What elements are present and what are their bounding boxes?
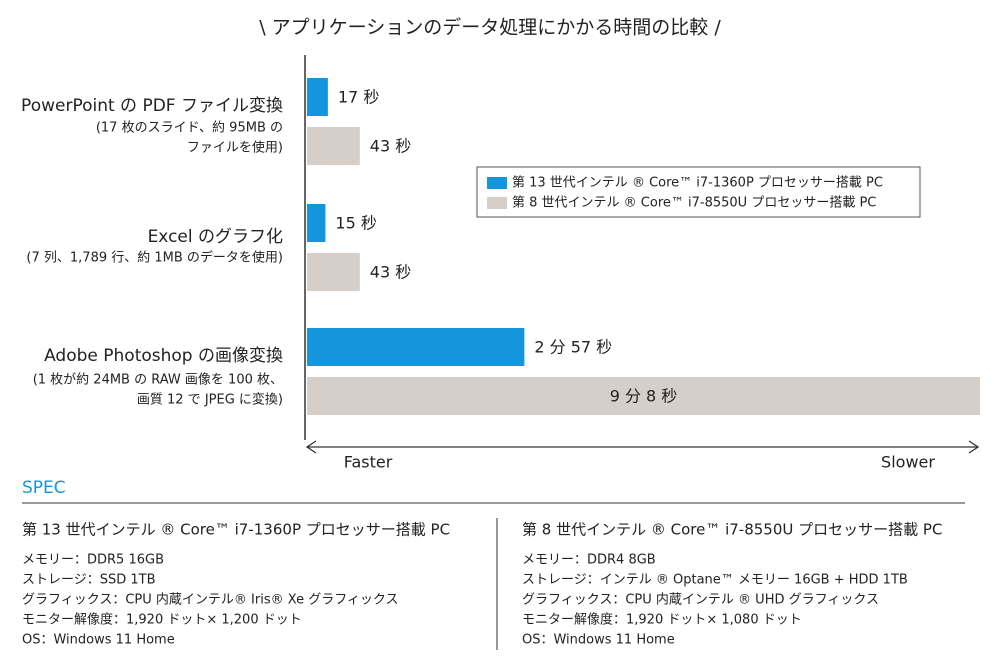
value-label: 43 秒 [370, 263, 411, 282]
arrow-head [968, 440, 980, 454]
category-note: 画質 12 で JPEG に変換) [137, 392, 283, 408]
chart-title: \ アプリケーションのデータ処理にかかる時間の比較 / [259, 17, 721, 39]
value-label: 2 分 57 秒 [534, 338, 612, 357]
value-label: 43 秒 [370, 137, 411, 156]
spec-heading: 第 8 世代インテル ® Core™ i7-8550U プロセッサー搭載 PC [522, 521, 942, 539]
value-label: 15 秒 [335, 214, 376, 233]
category-label: Excel のグラフ化 [148, 227, 283, 247]
spec-line: グラフィックス：CPU 内蔵インテル® Iris® Xe グラフィックス [22, 592, 399, 608]
category-note: (1 枚が約 24MB の RAW 画像を 100 枚、 [33, 373, 283, 388]
spec-line: OS：Windows 11 Home [22, 633, 175, 648]
bar [307, 253, 360, 291]
legend-label: 第 13 世代インテル ® Core™ i7-1360P プロセッサー搭載 PC [512, 175, 883, 191]
spec-line: モニター解像度：1,920 ドット× 1,200 ドット [22, 612, 302, 628]
legend-swatch [487, 177, 507, 189]
bar [307, 328, 525, 366]
category-label: Adobe Photoshop の画像変換 [44, 346, 283, 366]
spec-line: ストレージ：SSD 1TB [22, 573, 156, 588]
category-note: (17 枚のスライド、約 95MB の [96, 121, 283, 136]
legend-label: 第 8 世代インテル ® Core™ i7-8550U プロセッサー搭載 PC [512, 195, 876, 211]
spec-title: SPEC [22, 478, 66, 498]
value-label: 9 分 8 秒 [610, 387, 678, 406]
category-label: PowerPoint の PDF ファイル変換 [21, 96, 283, 116]
arrow-head [305, 440, 317, 454]
bar [307, 377, 980, 415]
axis-label: Slower [881, 453, 935, 472]
bar [307, 127, 360, 165]
bar [307, 204, 326, 242]
spec-line: メモリー：DDR4 8GB [522, 553, 656, 568]
spec-line: モニター解像度：1,920 ドット× 1,080 ドット [522, 612, 802, 628]
category-note: ファイルを使用) [187, 140, 283, 156]
axis-label: Faster [344, 453, 393, 472]
spec-line: グラフィックス：CPU 内蔵インテル ® UHD グラフィックス [522, 592, 879, 608]
spec-heading: 第 13 世代インテル ® Core™ i7-1360P プロセッサー搭載 PC [22, 521, 450, 539]
value-label: 17 秒 [338, 88, 379, 107]
bar [307, 78, 328, 116]
spec-line: OS：Windows 11 Home [522, 633, 675, 648]
spec-line: メモリー：DDR5 16GB [22, 553, 164, 568]
legend-swatch [487, 197, 507, 209]
legend-box [476, 166, 921, 218]
category-note: (7 列、1,789 行、約 1MB のデータを使用) [26, 250, 283, 266]
spec-line: ストレージ：インテル ® Optane™ メモリー 16GB + HDD 1TB [522, 573, 908, 588]
